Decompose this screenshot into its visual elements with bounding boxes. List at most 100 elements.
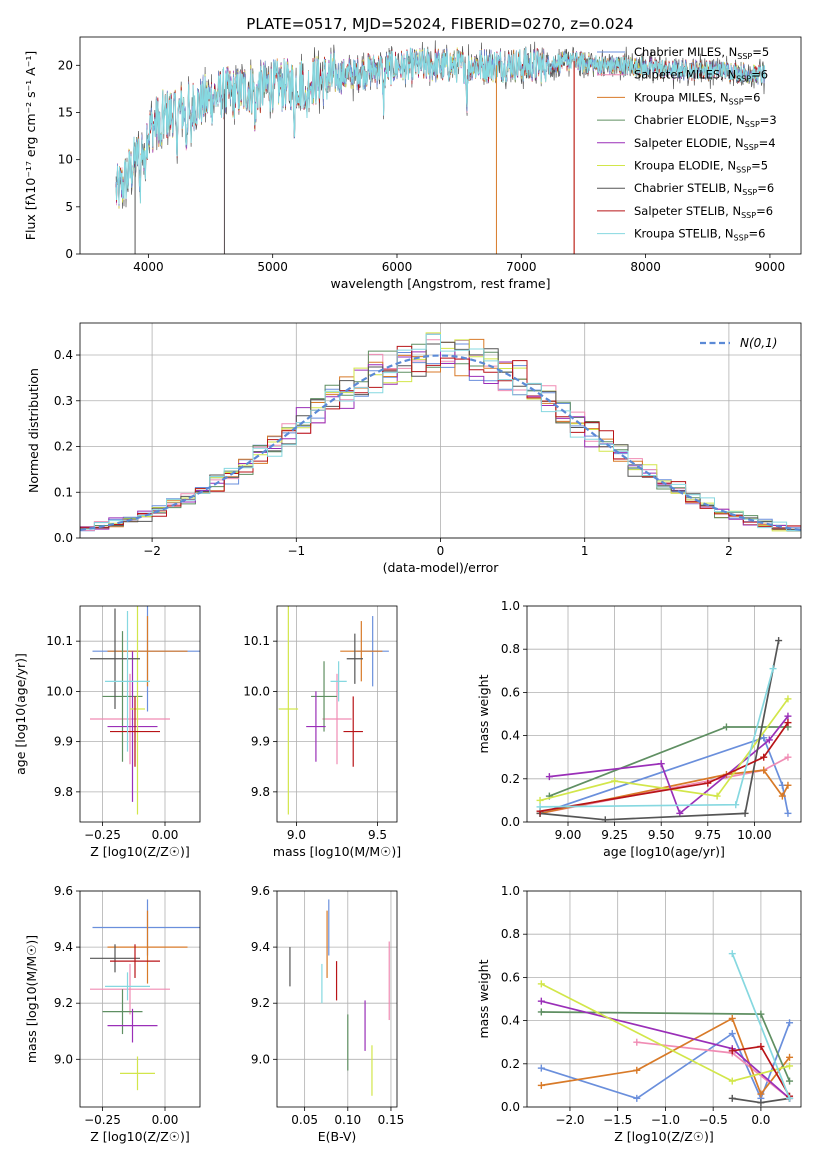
y-tick-label: 15 [58,105,73,119]
y-tick-label: 0.6 [501,685,520,699]
y-tick-label: 0.1 [54,485,73,499]
plot-area [90,899,200,1091]
y-tick-label: 1.0 [501,884,520,898]
legend-entry: Salpeter STELIB, NSSP=6 [634,204,773,220]
legend-entry: N(0,1) [740,336,777,350]
x-axis-label: Z [log10(Z/Z☉)] [90,844,190,859]
panel-spectrum: 4000 5000 6000 7000 8000 9000 0 5 10 15 20 waveleng… [23,36,802,291]
legend-entry: Kroupa ELODIE, NSSP=5 [634,159,768,175]
y-axis-label: mass weight [476,674,491,753]
x-tick-label: 7000 [506,260,537,274]
y-tick-label: 10.1 [243,634,270,648]
x-tick-label: 0.00 [152,1113,179,1127]
mass-weight-series [539,722,789,813]
y-tick-label: 0.4 [54,348,73,362]
y-tick-label: 0.3 [54,394,73,408]
x-tick-label: 8000 [630,260,661,274]
y-tick-label: 0.2 [54,440,73,454]
y-tick-label: 9.9 [251,735,270,749]
x-axis-label: E(B-V) [318,1129,357,1144]
x-tick-label: −1.0 [651,1113,680,1127]
spectrum-legend: Chabrier MILES, NSSP=5 Salpeter MILES, NS… [597,45,777,243]
mass-weight-series [731,953,791,1099]
x-tick-label: 9.00 [555,828,582,842]
panel-mass_weight_vs_age: 9.00 9.25 9.50 9.75 10.00 0.0 0.2 0.4 0.6 0.8 1.0 a… [476,599,802,859]
legend-entry: Chabrier ELODIE, NSSP=3 [634,113,777,129]
panel-mass_vs_Z: −0.25 0.00 9.0 9.2 9.4 9.6 Z [log10(Z/Z☉)] mass… [24,884,201,1144]
x-tick-label: 9.0 [287,828,306,842]
x-axis-label: mass [log10(M/M☉)] [273,844,401,859]
normal-curve [80,354,801,532]
x-axis-label: wavelength [Angstrom, rest frame] [330,276,550,291]
x-axis-label: age [log10(age/yr)] [603,844,725,859]
y-axis-label: mass [log10(M/M☉)] [24,935,39,1063]
x-tick-label: 0.10 [334,1113,361,1127]
y-tick-label: 0.6 [501,970,520,984]
axes-frame [276,605,398,823]
y-axis-label: Flux [fλ10⁻¹⁷ erg cm⁻² s⁻¹ A⁻¹] [23,51,38,240]
y-tick-label: 9.2 [54,996,73,1010]
x-tick-label: 1 [581,544,589,558]
y-tick-label: 9.9 [54,735,73,749]
y-tick-label: 0.2 [501,772,520,786]
axes-frame [276,890,398,1108]
legend-entry: Salpeter MILES, NSSP=6 [634,68,768,84]
mass-weight-series [539,698,789,802]
y-tick-label: 9.8 [251,785,270,799]
y-tick-label: 1.0 [501,599,520,613]
y-tick-label: 0.8 [501,927,520,941]
y-tick-label: 0 [65,247,73,261]
x-tick-label: −2.0 [555,1113,584,1127]
x-tick-label: −1.5 [603,1113,632,1127]
y-tick-label: 0.0 [501,1100,520,1114]
axes-frame [79,36,802,255]
x-axis-label: Z [log10(Z/Z☉)] [90,1129,190,1144]
x-tick-label: 0.15 [378,1113,405,1127]
y-tick-label: 9.6 [54,884,73,898]
x-tick-label: 5000 [257,260,288,274]
plot-area [289,899,390,1096]
y-tick-label: 0.4 [501,729,520,743]
mass-weight-series [539,736,789,815]
x-tick-label: 6000 [382,260,413,274]
y-tick-label: 0.2 [501,1057,520,1071]
legend-entry: Chabrier MILES, NSSP=5 [634,45,769,61]
y-axis-label: age [log10(age/yr)] [13,653,28,775]
x-tick-label: −0.25 [84,1113,121,1127]
x-tick-label: 9.25 [601,828,628,842]
panel-age_vs_mass: 9.0 9.5 9.8 9.9 10.0 10.1 mass [log10(M/M☉)] [243,605,401,859]
panel-age_vs_Z: −0.25 0.00 9.8 9.9 10.0 10.1 Z [log10(Z/Z☉)] ag… [13,605,201,859]
x-tick-label: −0.5 [699,1113,728,1127]
y-tick-label: 0.0 [54,531,73,545]
y-tick-label: 10.0 [243,684,270,698]
x-tick-label: 2 [725,544,733,558]
y-tick-label: 9.4 [54,940,73,954]
x-tick-label: 9.5 [368,828,387,842]
legend-entry: Chabrier STELIB, NSSP=6 [634,181,774,197]
x-tick-label: 9.75 [694,828,721,842]
y-tick-label: 10.0 [46,684,73,698]
axes-frame [79,605,201,823]
x-tick-label: 0.00 [152,828,179,842]
panel-residuals: −2 −1 0 1 2 0.0 0.1 0.2 0.3 0.4 (data-model)/error… [26,322,802,575]
plot-area [80,332,801,536]
y-axis-label: Normed distribution [26,368,41,493]
legend-entry: Salpeter ELODIE, NSSP=4 [634,136,776,152]
x-tick-label: 0.05 [291,1113,318,1127]
panels-layer: 4000 5000 6000 7000 8000 900005101520waveleng… [13,36,802,1144]
x-tick-label: 9000 [755,260,786,274]
axes-frame [526,605,802,823]
y-tick-label: 0.8 [501,642,520,656]
x-axis-label: (data-model)/error [383,560,500,575]
y-tick-label: 9.2 [251,996,270,1010]
y-tick-label: 9.8 [54,785,73,799]
x-tick-label: 0.0 [751,1113,770,1127]
y-axis-label: mass weight [476,959,491,1038]
mass-weight-series [539,640,780,821]
y-tick-label: 0.4 [501,1014,520,1028]
plot-area [278,606,389,815]
y-tick-label: 0.0 [501,815,520,829]
axes-frame [79,890,201,1108]
plot-area [90,606,200,815]
